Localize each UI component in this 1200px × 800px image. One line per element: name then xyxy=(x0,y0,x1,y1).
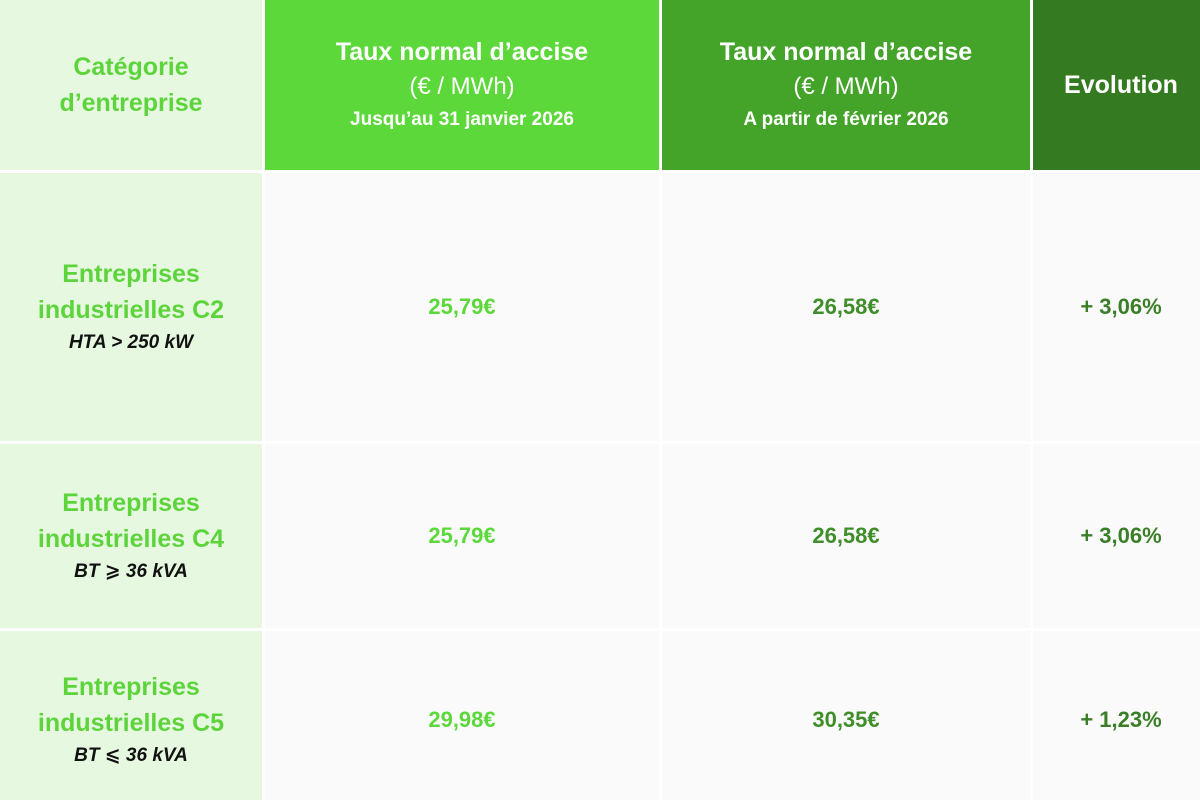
header-rate-new: Taux normal d’accise (€ / MWh) A partir … xyxy=(662,0,1030,170)
row-c5-detail: BT ⩽ 36 kVA xyxy=(74,745,188,766)
row-c4-category: Entreprises industrielles C4 BT ⩾ 36 kVA xyxy=(0,444,262,628)
row-c2-rate-new-value: 26,58€ xyxy=(812,294,880,319)
row-c4-evolution-value: + 3,06% xyxy=(1080,523,1162,548)
row-c5-category: Entreprises industrielles C5 BT ⩽ 36 kVA xyxy=(0,631,262,800)
row-c5-evolution: + 1,23% xyxy=(1033,631,1200,800)
row-c2-detail: HTA > 250 kW xyxy=(68,332,194,353)
row-c5-rate-old: 29,98€ xyxy=(265,631,659,800)
row-c4-rate-new-value: 26,58€ xyxy=(812,523,880,548)
header-rate-new-unit: (€ / MWh) xyxy=(793,73,899,100)
row-c5-rate-new-value: 30,35€ xyxy=(812,707,880,732)
header-category: Catégorie d’entreprise xyxy=(0,0,262,170)
row-c2-rate-old-value: 25,79€ xyxy=(428,294,496,319)
row-c4-detail: BT ⩾ 36 kVA xyxy=(74,561,188,582)
row-c5-rate-old-value: 29,98€ xyxy=(428,707,496,732)
header-evolution-label: Evolution xyxy=(1064,71,1178,99)
row-c4-rate-old-value: 25,79€ xyxy=(428,523,496,548)
row-c2-evolution: + 3,06% xyxy=(1033,173,1200,441)
row-c4-evolution: + 3,06% xyxy=(1033,444,1200,628)
header-category-line1: Catégorie xyxy=(73,53,189,81)
header-rate-old: Taux normal d’accise (€ / MWh) Jusqu’au … xyxy=(265,0,659,170)
row-c2-category: Entreprises industrielles C2 HTA > 250 k… xyxy=(0,173,262,441)
row-c5-name-line1: Entreprises xyxy=(62,673,200,701)
row-c2-rate-old: 25,79€ xyxy=(265,173,659,441)
row-c5-evolution-value: + 1,23% xyxy=(1080,707,1162,732)
row-c2-name-line2: industrielles C2 xyxy=(37,296,225,324)
row-c2-name-line1: Entreprises xyxy=(62,260,200,288)
header-category-line2: d’entreprise xyxy=(59,89,203,117)
header-evolution: Evolution xyxy=(1033,0,1200,170)
row-c2-evolution-value: + 3,06% xyxy=(1080,294,1162,319)
row-c4-rate-old: 25,79€ xyxy=(265,444,659,628)
header-rate-new-period: A partir de février 2026 xyxy=(743,109,949,130)
row-c4-name-line2: industrielles C4 xyxy=(37,525,225,553)
header-rate-old-title: Taux normal d’accise xyxy=(335,38,589,66)
header-rate-old-unit: (€ / MWh) xyxy=(409,73,515,100)
row-c5-rate-new: 30,35€ xyxy=(662,631,1030,800)
header-rate-old-period: Jusqu’au 31 janvier 2026 xyxy=(350,109,574,130)
row-c4-rate-new: 26,58€ xyxy=(662,444,1030,628)
header-rate-new-title: Taux normal d’accise xyxy=(719,38,973,66)
row-c4-name-line1: Entreprises xyxy=(62,489,200,517)
row-c5-name-line2: industrielles C5 xyxy=(37,709,225,737)
row-c2-rate-new: 26,58€ xyxy=(662,173,1030,441)
